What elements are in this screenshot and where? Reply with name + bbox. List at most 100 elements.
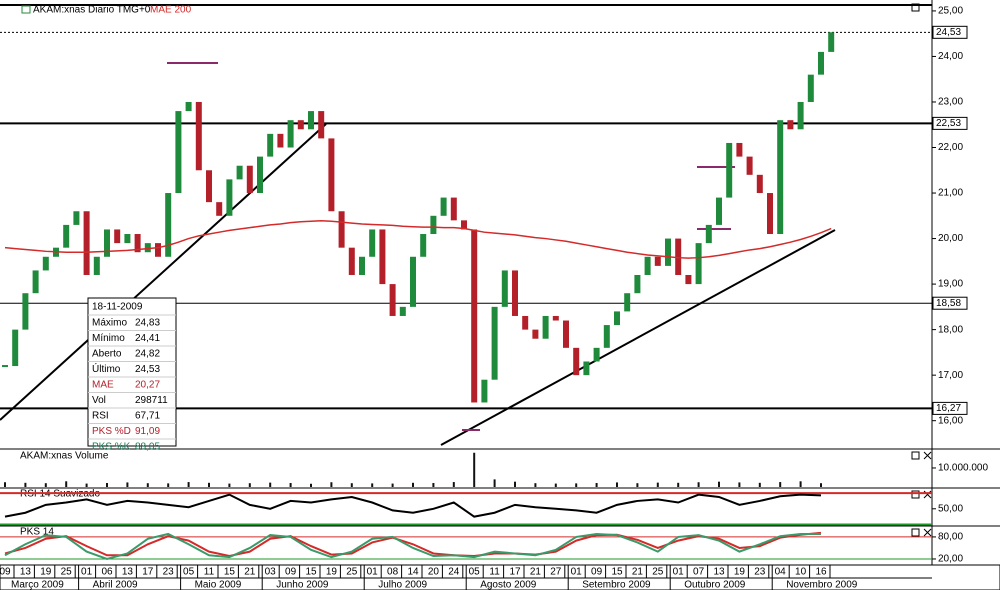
info-value: 24,83 — [135, 318, 160, 329]
candle — [685, 274, 692, 285]
candle — [195, 101, 202, 171]
volume-bar — [412, 482, 414, 487]
candle — [124, 234, 131, 244]
x-tick-label: 01 — [673, 567, 685, 578]
info-value: 24,41 — [135, 333, 160, 344]
x-tick-label: 23 — [163, 567, 175, 578]
volume-bar — [187, 482, 190, 487]
x-tick-label: 11 — [489, 567, 500, 578]
volume-bar — [391, 483, 394, 487]
candle — [501, 270, 508, 307]
volume-bar — [514, 481, 516, 487]
candle — [32, 270, 39, 294]
candle — [12, 329, 19, 367]
volume-bar — [718, 481, 720, 487]
info-value: 88,05 — [135, 442, 160, 453]
info-label: RSI — [92, 411, 109, 422]
volume-bar — [44, 483, 47, 487]
candle — [563, 320, 569, 348]
maximize-button[interactable] — [911, 3, 920, 12]
info-value: 67,71 — [135, 411, 160, 422]
candle — [644, 256, 651, 275]
volume-bar — [534, 483, 537, 487]
y-tick-label: 18,00 — [938, 324, 963, 335]
candle — [267, 133, 274, 157]
volume-bar — [636, 483, 639, 487]
x-tick-label: 19 — [734, 567, 746, 578]
candle — [73, 211, 80, 225]
y-tick-label: 16,00 — [938, 415, 963, 426]
candle — [461, 220, 467, 230]
x-tick-label: 15 — [611, 567, 623, 578]
info-value: 298711 — [135, 395, 168, 406]
month-label: Agosto 2009 — [480, 580, 537, 590]
info-value: 91,09 — [135, 426, 160, 437]
candle — [379, 229, 386, 285]
maximize-button[interactable] — [911, 490, 920, 499]
volume-bar — [616, 482, 618, 487]
candle — [369, 229, 376, 257]
x-tick-label: 01 — [81, 567, 93, 578]
volume-bar — [106, 483, 108, 487]
maximize-button[interactable] — [911, 451, 920, 460]
level-label: 24,53 — [936, 27, 961, 38]
candle — [705, 224, 712, 244]
x-tick-label: 09 — [0, 567, 11, 578]
candle — [226, 179, 233, 216]
candle — [134, 234, 141, 253]
candle — [63, 224, 70, 248]
y-tick-label: 80,00 — [938, 532, 963, 543]
candle — [257, 156, 263, 194]
maximize-button[interactable] — [911, 528, 920, 537]
y-tick-label: 22,00 — [938, 142, 963, 153]
candle — [277, 133, 284, 148]
x-tick-label: 13 — [20, 567, 32, 578]
x-tick-label: 21 — [632, 567, 644, 578]
candle — [828, 32, 835, 52]
candle — [359, 256, 365, 275]
x-tick-label: 10 — [795, 567, 807, 578]
candle — [42, 256, 49, 271]
candle — [440, 197, 447, 216]
y-tick-label: 20,00 — [938, 554, 963, 565]
info-value: 20,27 — [135, 380, 160, 391]
candle — [767, 193, 773, 235]
x-tick-label: 21 — [530, 567, 542, 578]
volume-bar — [473, 452, 476, 487]
candle — [83, 211, 90, 275]
volume-bar — [208, 482, 210, 487]
x-tick-label: 23 — [754, 567, 766, 578]
volume-bar — [310, 483, 312, 487]
volume-bar — [146, 483, 149, 487]
y-tick-label: 21,00 — [938, 188, 963, 199]
month-label: Abril 2009 — [93, 580, 138, 590]
y-tick-label: 20,00 — [938, 233, 963, 244]
candle — [318, 111, 325, 139]
candle — [787, 120, 794, 130]
volume-bar — [269, 482, 272, 487]
candle — [695, 243, 702, 285]
x-tick-label: 09 — [285, 567, 297, 578]
x-tick-label: 03 — [265, 567, 277, 578]
candle — [777, 120, 784, 235]
legend-series: AKAM:xnas Diario TMG+0 — [33, 5, 151, 16]
level-label: 16,27 — [936, 403, 961, 414]
volume-bar — [820, 483, 822, 487]
candle — [155, 243, 161, 257]
info-label: Vol — [92, 395, 106, 406]
candle — [532, 329, 539, 339]
x-tick-label: 16 — [815, 567, 827, 578]
x-tick-label: 05 — [469, 567, 481, 578]
close-button[interactable] — [923, 528, 932, 537]
volume-bar — [452, 482, 455, 487]
volume-bar — [595, 483, 598, 487]
x-tick-label: 15 — [224, 567, 236, 578]
candle — [144, 243, 151, 253]
candle — [746, 156, 753, 175]
info-label: Último — [92, 362, 121, 375]
close-button[interactable] — [923, 451, 932, 460]
candle — [481, 379, 488, 403]
trend-line — [0, 123, 327, 421]
candle — [206, 170, 212, 203]
